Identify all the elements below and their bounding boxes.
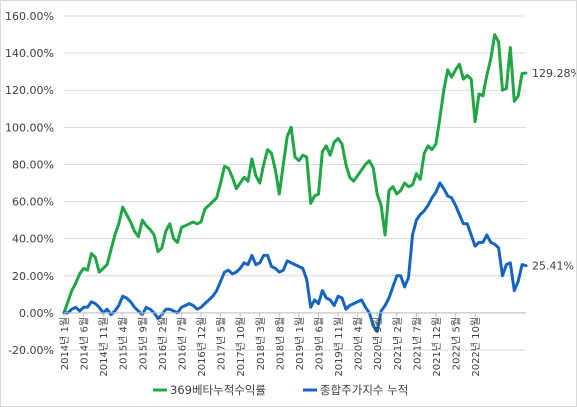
x-axis: 2014년 1월 2014년 6월 2014년 11월 2015년 4월 2015년 9… [59,312,526,377]
end-labels: 129.28% 25.41% [532,67,576,273]
end-label-series-1: 129.28% [532,67,576,80]
plot-area [62,33,528,333]
x-tick-label: 2019년 1월 [294,317,306,370]
x-tick-label: 2016년 2월 [157,317,169,370]
x-tick-label: 2021년 7월 [411,317,423,370]
legend-label-2: 종합주가지수 누적 [320,383,408,397]
x-tick-label: 2014년 1월 [59,317,71,370]
x-tick-label: 2019년 6월 [313,317,325,370]
end-label-series-2: 25.41% [532,260,574,273]
x-tick-label: 2015년 4월 [118,317,130,370]
x-tick-label: 2018년 3월 [255,317,267,370]
legend: 369베타누적수익률 종합주가지수 누적 [153,383,408,397]
y-tick-label: 100.00% [5,121,54,134]
series-line-1 [62,33,528,315]
x-tick-label: 2022년 5월 [451,317,463,370]
x-tick-label: 2020년 9월 [372,317,384,370]
y-tick-label: -20.00% [8,344,54,357]
x-tick-label: 2020년 4월 [353,317,365,370]
x-tick-label: 2022년 10월 [470,317,482,377]
x-tick-label: 2016년 12월 [196,317,208,377]
x-tick-label: 2018년 8월 [274,317,286,370]
x-tick-label: 2016년 7월 [176,317,188,370]
y-tick-label: 60.00% [12,196,54,209]
x-tick-label: 2017년 5월 [216,317,228,370]
y-tick-label: 20.00% [12,270,54,283]
series-line-2 [62,181,528,333]
legend-label-1: 369베타누적수익률 [170,383,266,397]
y-tick-label: 80.00% [12,158,54,171]
x-tick-label: 2014년 6월 [79,317,91,370]
y-tick-label: 0.00% [19,307,54,320]
x-tick-label: 2021년 2월 [392,317,404,370]
x-tick-label: 2017년 10월 [235,317,247,377]
y-tick-label: 140.00% [5,47,54,60]
x-tick-label: 2014년 11월 [98,317,110,377]
y-tick-label: 120.00% [5,84,54,97]
y-tick-label: 40.00% [12,233,54,246]
x-tick-label: 2021년 12월 [431,317,443,377]
x-tick-label: 2015년 9월 [137,317,149,370]
y-axis: -20.00% 0.00% 20.00% 40.00% 60.00% 80.00% 100.… [5,10,54,357]
y-tick-label: 160.00% [5,10,54,23]
x-tick-label: 2019년 11월 [333,317,345,377]
